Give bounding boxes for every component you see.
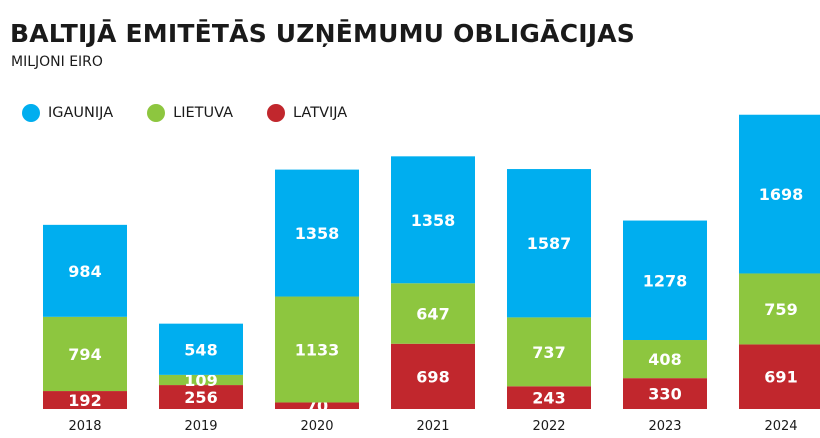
data-label-igaunija-2019: 548 [184,340,217,359]
bar-segment-latvija-2023 [623,378,707,409]
data-label-latvija-2021: 698 [416,367,449,386]
x-tick-label-2021: 2021 [416,419,449,434]
bar-segment-latvija-2021 [391,343,475,409]
data-label-lietuva-2022: 737 [532,343,565,362]
x-tick-label-2019: 2019 [184,419,217,434]
bar-segment-igaunija-2021 [391,156,475,284]
bar-segment-lietuva-2021 [391,283,475,344]
chart-title: BALTIJĀ EMITĒTĀS UZŅĒMUMU OBLIGĀCIJAS [10,19,636,48]
x-tick-label-2023: 2023 [648,419,681,434]
data-label-latvija-2019: 256 [184,388,217,407]
data-label-latvija-2024: 691 [764,368,797,387]
data-label-latvija-2023: 330 [648,385,681,404]
bar-segment-lietuva-2024 [739,273,820,345]
data-label-igaunija-2021: 1358 [411,211,456,230]
bar-segment-latvija-2020 [275,402,359,409]
bar-segment-latvija-2024 [739,344,820,409]
bar-segment-lietuva-2023 [623,340,707,379]
legend-swatch-latvija [267,104,286,122]
bar-segment-lietuva-2019 [159,374,243,386]
x-tick-label-2022: 2022 [532,419,565,434]
data-label-lietuva-2023: 408 [648,350,681,369]
data-label-latvija-2018: 192 [68,391,101,410]
data-label-lietuva-2018: 794 [68,345,101,364]
bar-segment-latvija-2022 [507,386,591,409]
legend-label-igaunija: IGAUNIJA [48,105,114,121]
chart-subtitle: MILJONI EIRO [11,54,103,70]
legend-item-lietuva: LIETUVA [147,104,233,122]
legend-label-latvija: LATVIJA [293,105,348,121]
x-tick-label-2020: 2020 [300,419,333,434]
data-label-igaunija-2024: 1698 [759,185,804,204]
data-label-lietuva-2024: 759 [764,300,797,319]
legend-item-igaunija: IGAUNIJA [22,104,113,122]
data-label-igaunija-2022: 1587 [527,234,572,253]
data-label-lietuva-2020: 1133 [295,341,340,360]
data-label-lietuva-2021: 647 [416,305,449,324]
bar-segment-igaunija-2022 [507,169,591,318]
bar-segment-latvija-2019 [159,385,243,409]
bar-segment-igaunija-2024 [739,114,820,274]
bar-segment-igaunija-2018 [43,224,127,317]
legend-item-latvija: LATVIJA [267,104,347,122]
bar-segment-igaunija-2020 [275,169,359,297]
data-label-lietuva-2019: 109 [184,371,217,390]
bar-segment-igaunija-2019 [159,323,243,375]
data-label-igaunija-2018: 984 [68,262,101,281]
legend-label-lietuva: LIETUVA [173,105,234,121]
legend: IGAUNIJA LIETUVA LATVIJA [22,104,347,122]
bar-segment-lietuva-2020 [275,296,359,403]
bar-segment-igaunija-2023 [623,220,707,341]
legend-swatch-lietuva [147,104,166,122]
data-label-igaunija-2023: 1278 [643,271,688,290]
x-tick-label-2018: 2018 [68,419,101,434]
legend-swatch-igaunija [22,104,40,122]
data-label-igaunija-2020: 1358 [295,224,340,243]
x-tick-label-2024: 2024 [764,419,797,434]
data-label-latvija-2022: 243 [532,389,565,408]
bar-segment-lietuva-2018 [43,316,127,392]
bar-segment-lietuva-2022 [507,317,591,387]
bar-segment-latvija-2018 [43,391,127,409]
